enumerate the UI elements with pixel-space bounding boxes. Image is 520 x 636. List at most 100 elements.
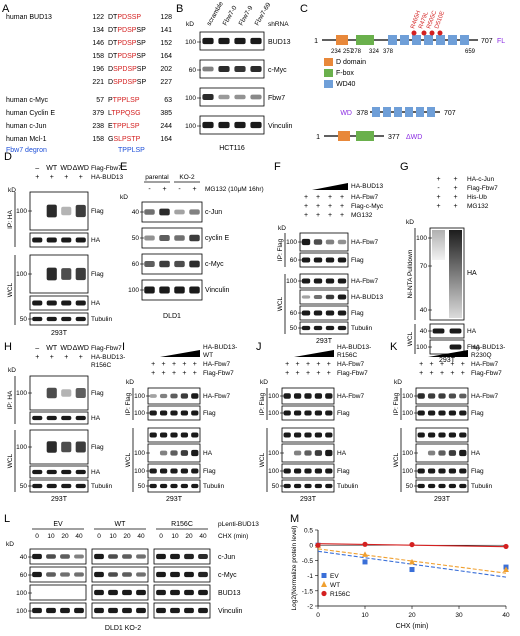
blot-band [94,589,104,596]
construct-label: WT [203,352,213,359]
blot-label: HA [467,328,477,335]
blot-band [144,209,155,215]
blot-band [337,325,347,331]
blot-band [293,468,302,474]
blot-c-myc [199,59,265,79]
mw-marker: 70 [420,263,428,270]
blot-band [459,449,467,457]
motif-sequence: DTPDSPSP [108,40,146,47]
motif-sequence: DTPDSPSP [108,53,146,60]
blot-label: Tubulin [337,483,358,490]
blot-band [159,260,170,268]
blot-band [448,432,457,438]
blot-band [191,410,199,416]
cell-line: DLD1 KO-2 [105,625,141,632]
treatment-sign: + [162,370,166,377]
bracket-label: WCL [7,282,14,297]
blot-band [159,208,170,216]
blot-band [46,469,57,475]
blot-band [61,237,72,243]
cell-line: HCT116 [219,145,245,152]
mutation-label: D510E [434,10,446,29]
bracket-label: IP: HA [7,390,14,409]
blot-band [170,589,180,596]
blot-band [202,121,214,129]
treatment-sign: + [440,370,444,377]
panel-letter: A [2,3,10,15]
treatment-sign: + [316,194,320,201]
blot-band [170,410,178,416]
blot-band [32,415,43,421]
treatment-sign: + [304,203,308,210]
cell-line: 293T [316,338,333,345]
blot-band [94,553,104,560]
blot-band [122,607,132,614]
blot-band [180,483,189,489]
blot-band [448,483,457,489]
blot-label: Flag [351,310,364,317]
blot-label: Fbw7 [268,95,285,102]
blot-band [189,286,200,294]
motif-core: PDSP [117,40,136,47]
legend-swatch [324,80,333,88]
motif-pre: DT [108,14,118,21]
blot-band [417,468,425,474]
blot-strip [91,602,149,619]
blot-band [75,483,86,489]
blot-band [459,483,467,489]
treatment-sign: – [35,165,39,172]
wd-end: 707 [444,110,456,117]
group-label: KO-2 [179,174,195,181]
treatment-sign: + [461,370,465,377]
blot-band [313,257,323,263]
blot-strip [29,602,87,619]
blot-band [427,450,436,456]
treatment-label: HA-Fbw7 [351,194,378,201]
blot-band [313,310,323,316]
blot-band [191,449,199,457]
kd-label: kD [186,21,194,28]
treatment-label: MG132 [351,212,373,219]
blot-band [149,483,157,489]
motif-pre: E [108,123,113,130]
legend-label: F-box [336,70,354,77]
blot-strip [299,289,349,305]
motif-pre: P [108,97,113,104]
blot-label: Tubulin [471,483,492,490]
blot-band [61,415,72,421]
treatment-sign: + [306,370,310,377]
blot-label: Tubulin [203,483,224,490]
panel-letter: D [4,151,12,163]
domain-tick: 659 [465,49,476,55]
bracket-label: WCL [125,452,132,467]
protein-name: human Mcl-1 [6,136,47,143]
treatment-sign: + [64,354,68,361]
mw-marker: 100 [128,287,139,294]
treatment-sign: + [35,174,39,181]
blot-label: Flag [337,468,350,475]
time-point: 10 [109,533,117,540]
blot-band [75,237,86,243]
blot-label: Tubulin [91,483,112,490]
blot-label: HA-Fbw7 [337,393,364,400]
blot-band [314,393,323,399]
treatment-sign: + [340,212,344,219]
seq-start: 158 [92,53,104,60]
treatment-sign: + [453,194,457,201]
mw-marker: 50 [406,483,414,490]
blot-band [432,328,445,334]
kd-label: kD [8,187,16,194]
protein-name: human c-Jun [6,123,47,130]
blot-band [46,554,56,559]
blot-band [301,310,311,316]
x-tick-label: 40 [502,612,510,619]
blot-band [75,316,86,322]
blot-band [250,121,262,129]
bracket-label: WCL [7,453,14,468]
seq-end: 141 [160,27,172,34]
mw-marker: 40 [420,328,428,335]
blot-band [283,410,291,416]
blot-band [325,410,333,416]
wd40-repeat [448,35,457,45]
bracket-label: WCL [259,452,266,467]
